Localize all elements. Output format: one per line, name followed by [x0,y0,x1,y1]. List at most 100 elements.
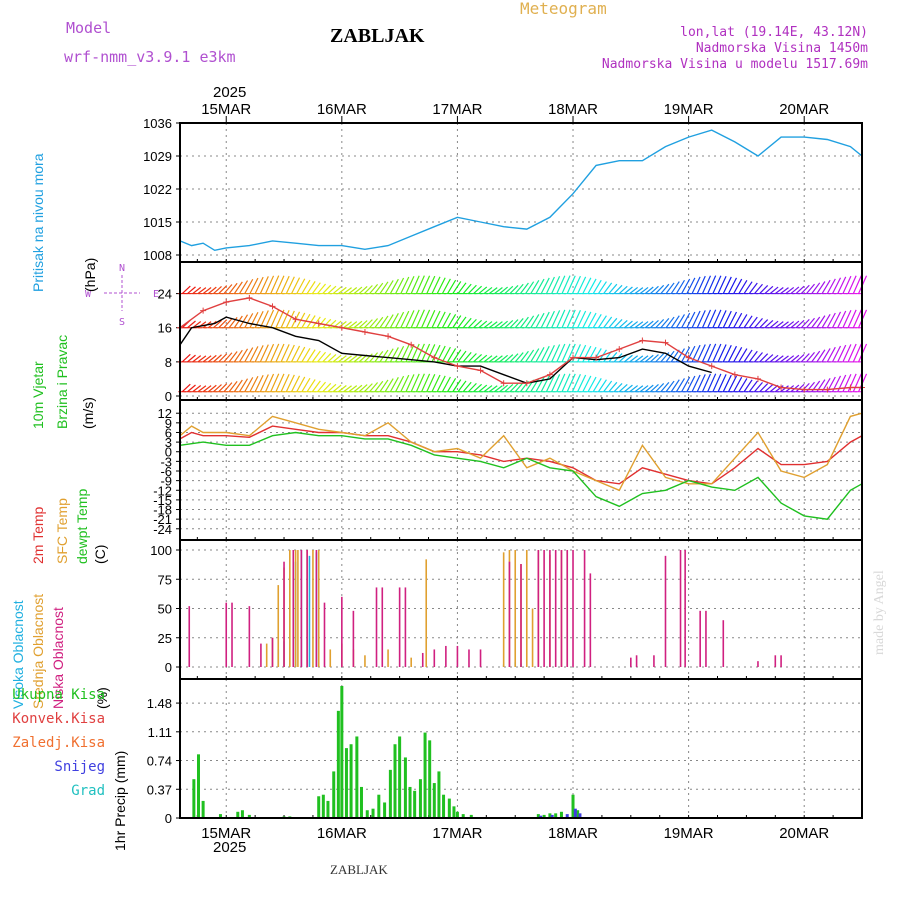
series-ukupna-kisa-bar [576,810,580,818]
y-tick-label: 100 [150,543,172,558]
wind-barb [285,276,295,294]
wind-barb [603,316,613,329]
wind-barb [379,379,389,393]
gust-marker [593,354,600,361]
wind-barb [571,275,581,294]
wind-barb [634,385,644,393]
wind-barb [540,345,550,363]
y-tick-label: 9 [165,416,172,431]
wind-barb [494,355,503,363]
series-ukupna-kisa-bar [536,814,540,818]
wind-barb [634,287,644,295]
wind-barb [431,276,441,294]
wind-barb [681,376,691,393]
wind-barb [754,283,763,294]
wind-barb [343,287,352,295]
wind-barb [785,286,795,295]
wind-barb [551,374,561,392]
wind-barb [249,346,259,363]
date-label-top: 19MAR [664,101,714,118]
wind-barb [363,285,373,295]
wind-barb [795,354,805,363]
gust-marker [754,375,761,382]
wind-barb [379,281,389,294]
wind-barb [540,277,550,294]
wind-barb [462,381,472,393]
series-ukupna-kisa-bar [201,800,205,818]
wind-barb [780,287,789,295]
y-tick-label: 1029 [143,149,172,164]
wind-barb [311,380,321,393]
wind-barb [738,280,748,294]
wind-barb [218,319,228,329]
wind-barb [259,276,269,294]
series-niska-oblacnost-bar [306,550,308,667]
gust-marker [570,354,577,361]
wind-barb [400,374,410,392]
wind-barb [317,381,327,393]
wind-barb [462,317,472,329]
series-niska-oblacnost-bar [699,610,701,667]
gust-marker [246,294,253,301]
wind-barb [348,321,358,329]
wind-barb [847,343,857,363]
series-niska-oblacnost-bar [757,661,759,667]
wind-barb [800,382,810,393]
wind-barb [696,374,706,392]
gust-marker [662,339,669,346]
series-niska-oblacnost-bar [248,606,251,667]
wind-barb [603,380,613,393]
wind-barb [379,349,389,363]
panel-clouds: 0 25 50 75 100 [150,539,863,680]
y-tick-label: -9 [160,474,172,489]
series-ukupna-kisa-bar [418,779,422,818]
series-ukupna-kisa-bar [413,790,417,818]
wind-barb [228,282,238,294]
wind-barb [566,309,576,328]
wind-barb [613,383,623,393]
precip-legend-item: Konvek.Kisa [12,711,105,727]
wind-barb [421,309,431,328]
wind-barb [821,279,831,294]
wind-barb [701,309,712,328]
wind-barb [660,381,670,393]
wind-barb [280,344,290,363]
precip-legend-item: Ukupna Kisa [12,687,105,703]
wind-barb [842,275,852,294]
wind-barb [457,380,467,393]
wind-barb [311,316,321,329]
wind-barb [249,375,259,393]
date-label-bottom: 20MAR [779,825,829,842]
series-ukupna-kisa-bar [403,757,407,818]
wind-barb [790,320,800,329]
wind-barb [525,315,535,329]
wind-barb [769,354,779,363]
series-niska-oblacnost-bar [421,652,424,667]
product-title: Meteogram [520,0,607,18]
wind-barb [369,283,379,294]
wind-barb [223,352,233,363]
wind-barb [743,349,753,363]
wind-barb [675,378,685,393]
wind-barb [436,311,446,329]
wind-barb [494,321,503,329]
y-tick-label: 0 [165,445,172,460]
wind-barb [644,286,654,295]
wind-barb [311,282,321,294]
wind-barb [577,374,587,392]
wind-barb [722,374,732,392]
wind-barb [467,318,477,329]
wind-barb [233,281,243,294]
wind-barb [322,284,332,295]
series-ukupna-kisa-bar [365,810,369,818]
wind-barb [301,279,311,294]
wind-barb [332,286,342,295]
wind-barb [530,348,540,363]
wind-barb [650,319,659,329]
wind-barb [847,373,857,392]
series-niska-oblacnost-bar [271,637,274,667]
wind-barb [275,309,285,328]
series-srednja-oblacnost-bar [514,550,517,667]
series-srednja-oblacnost-bar [317,550,320,667]
